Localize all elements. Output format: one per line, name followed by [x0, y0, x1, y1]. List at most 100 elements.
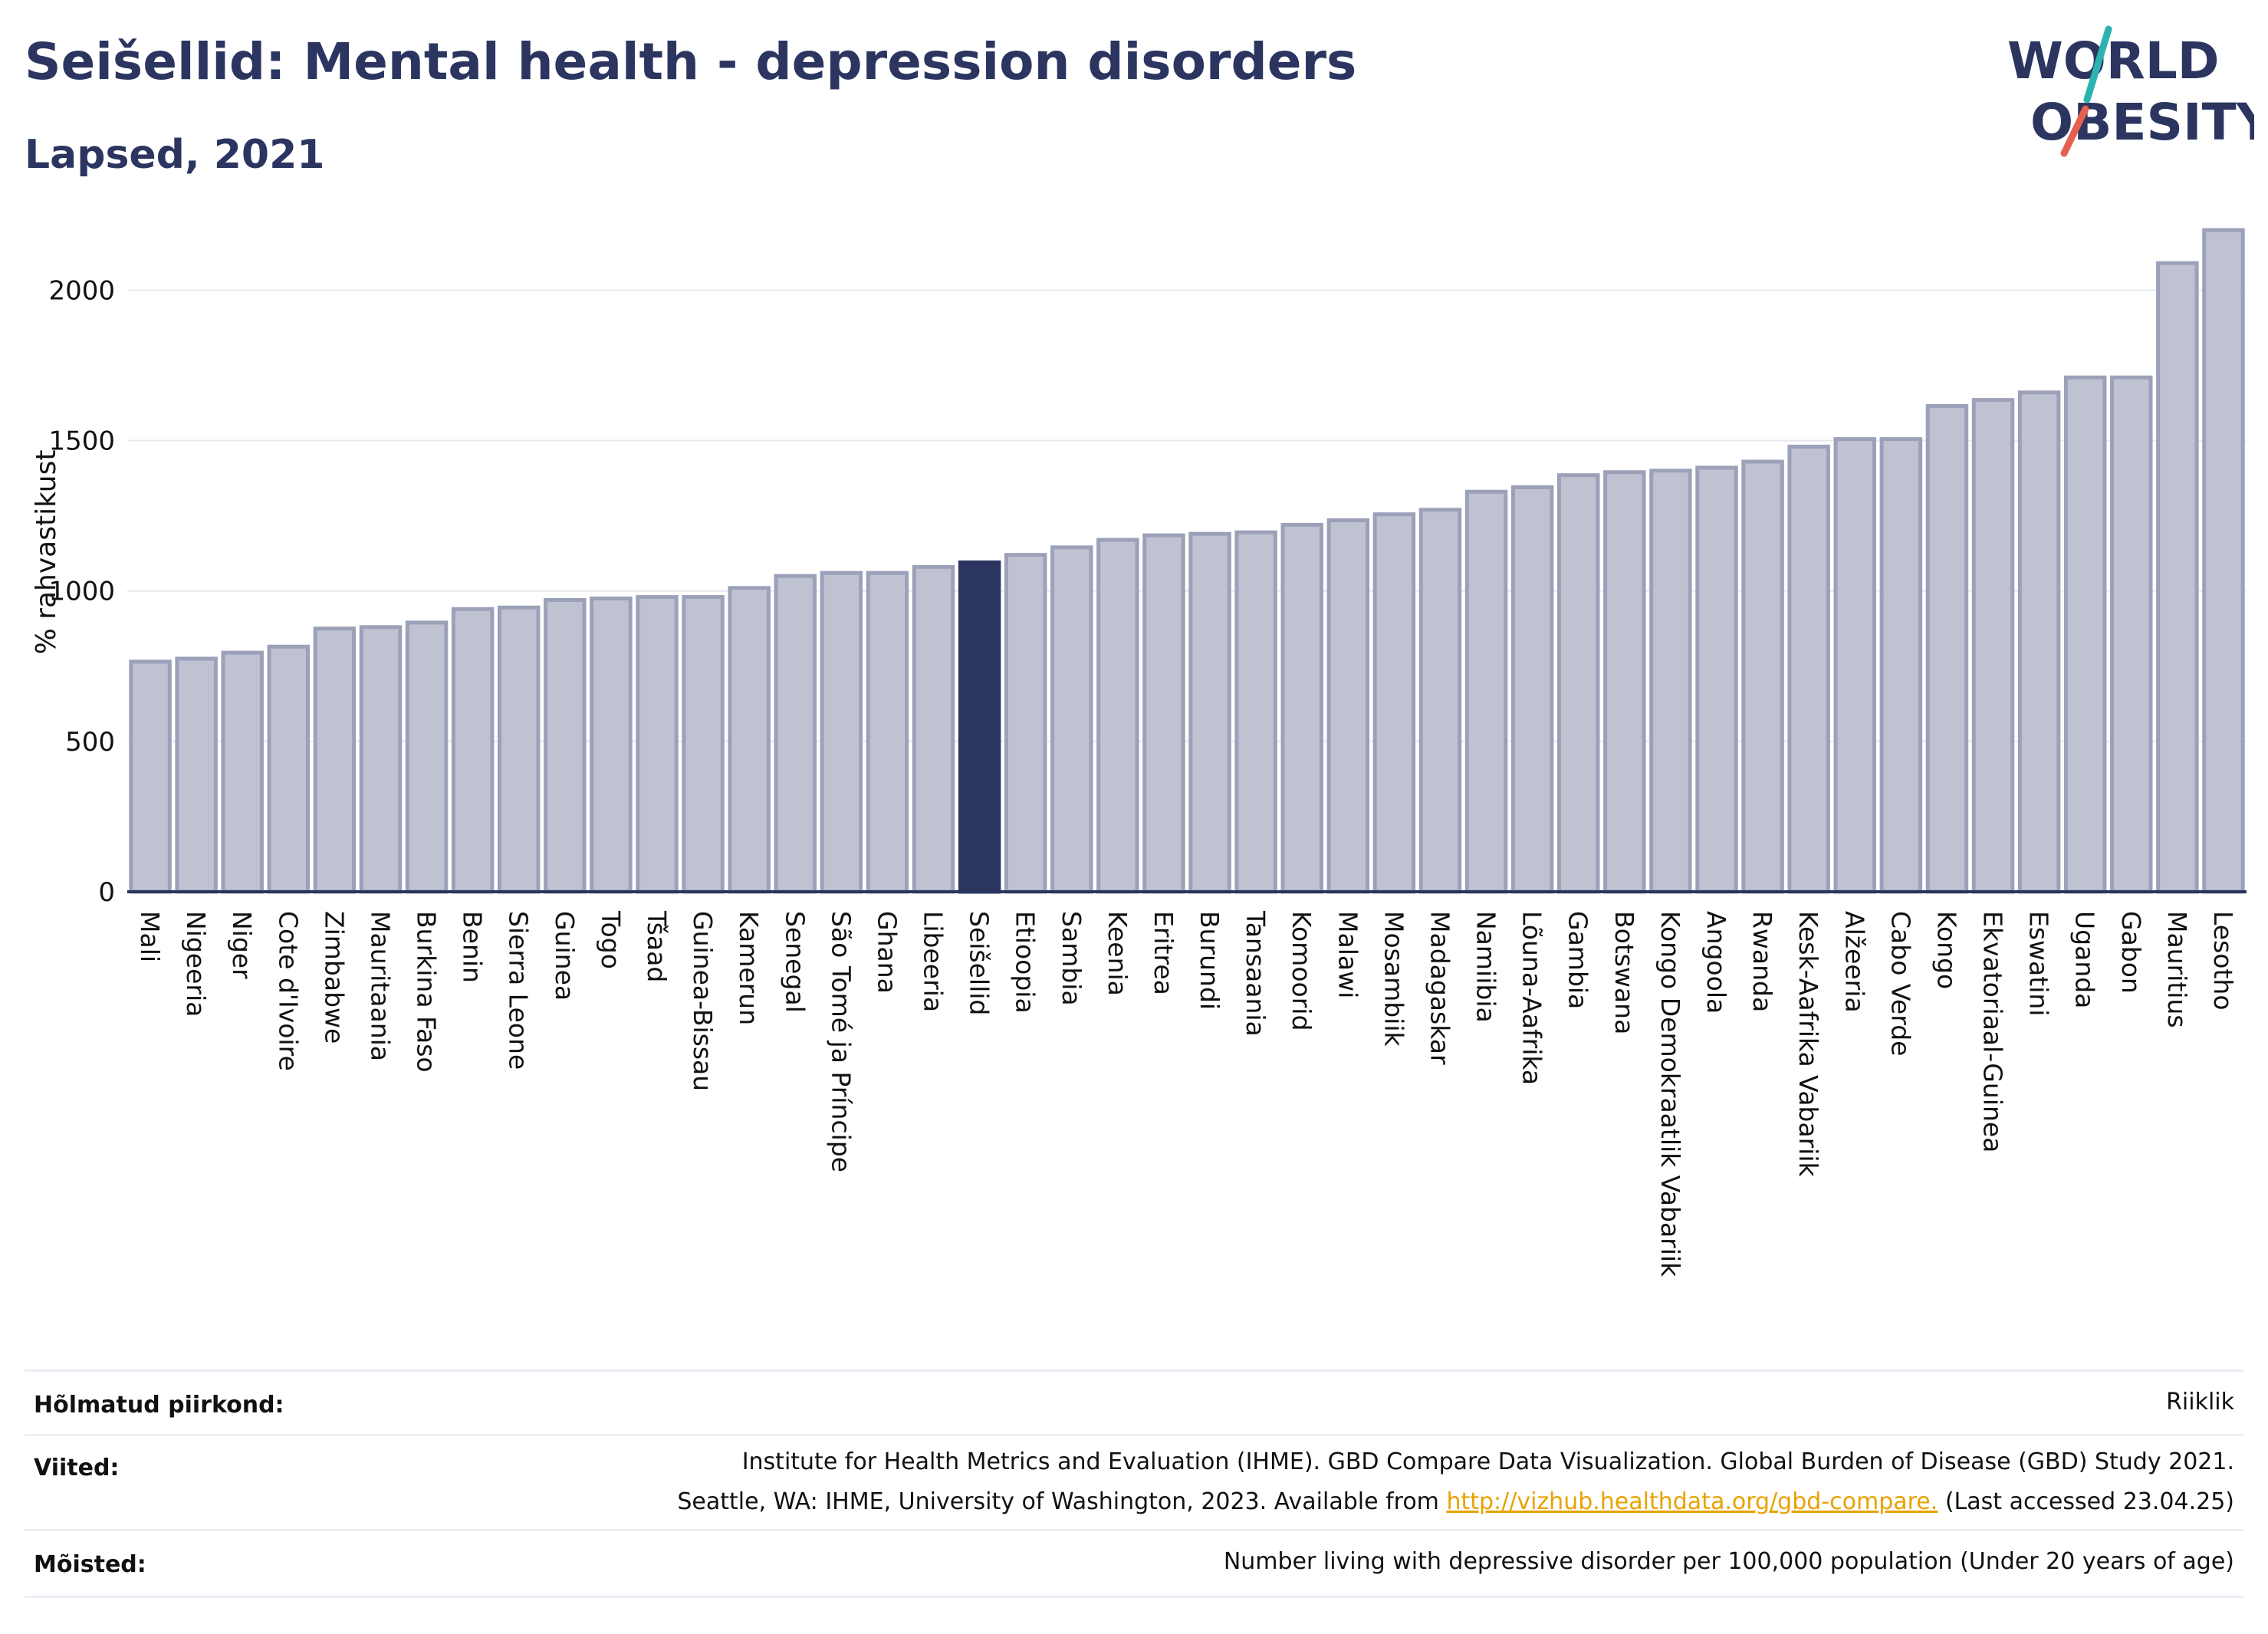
world-obesity-logo: WORLD OBESITY [2007, 25, 2254, 157]
bar-42 [2063, 375, 2107, 894]
bar-37 [1833, 437, 1876, 894]
x-tick-label: Tšaad [642, 910, 672, 982]
bar-21 [1096, 538, 1139, 894]
bar-36 [1787, 444, 1830, 894]
refs-line2: Seattle, WA: IHME, University of Washing… [677, 1482, 2234, 1522]
x-tick-label: Guinea-Bissau [688, 911, 718, 1091]
refs-line1: Institute for Health Metrics and Evaluat… [741, 1448, 2234, 1475]
x-tick-label: Kongo Demokraatlik Vabariik [1655, 911, 1685, 1277]
x-tick-label: Kongo [1931, 911, 1961, 989]
bar-chart: 0 500 1000 1500 2000 Mali Nigeeria Niger Cote d… [31, 228, 2247, 1277]
footer-row-refs: Viited: Institute for Health Metrics and… [25, 1434, 2243, 1531]
y-tick-labels: 0 500 1000 1500 2000 [48, 275, 115, 908]
y-axis-label: % rahvastikust [31, 450, 62, 655]
x-tick-label: Togo [596, 910, 626, 969]
bar-5 [359, 625, 403, 894]
x-tick-label: Uganda [2070, 911, 2100, 1008]
x-tick-label: Lõuna-Aafrika [1517, 911, 1547, 1085]
bar-24 [1234, 530, 1277, 894]
logo-line1: WORLD [2007, 31, 2220, 90]
x-tick-label: Benin [458, 911, 488, 983]
bar-2 [221, 650, 264, 894]
x-tick-label: Angoola [1701, 911, 1731, 1014]
footer-row-defs: Mõisted: Number living with depressive d… [25, 1529, 2243, 1598]
bar-7 [451, 607, 495, 894]
x-tick-labels: Mali Nigeeria Niger Cote d'Ivoire Zimbabwe Ma… [135, 910, 2238, 1277]
bar-28 [1418, 508, 1462, 894]
y-tick-label: 1500 [48, 426, 115, 457]
x-tick-label: Cabo Verde [1885, 911, 1915, 1056]
defs-label: Mõisted: [34, 1551, 146, 1578]
y-tick-label: 2000 [48, 275, 115, 306]
x-tick-label: Nigeeria [181, 911, 211, 1017]
x-tick-label: São Tomé ja Príncipe [826, 911, 856, 1172]
x-tick-label: Etioopia [1011, 911, 1040, 1014]
bar-29 [1464, 489, 1508, 894]
refs-label: Viited: [34, 1455, 120, 1481]
x-tick-label: Mali [135, 911, 165, 962]
refs-line2-pre: Seattle, WA: IHME, University of Washing… [677, 1488, 1447, 1515]
x-tick-label: Cote d'Ivoire [273, 911, 303, 1071]
refs-link[interactable]: http://vizhub.healthdata.org/gbd-compare… [1446, 1488, 1938, 1515]
x-tick-label: Mauritius [2162, 911, 2192, 1028]
bar-32 [1603, 470, 1646, 894]
x-tick-label: Gabon [2116, 911, 2146, 994]
footer-row-region: Hõlmatud piirkond: Riiklik [25, 1369, 2243, 1436]
x-tick-label: Madagaskar [1425, 911, 1454, 1065]
y-tick-label: 0 [98, 877, 115, 908]
bar-18 [958, 560, 1001, 894]
x-tick-label: Ekvatoriaal-Guinea [1978, 911, 2008, 1152]
bar-0 [129, 659, 172, 894]
bar-44 [2156, 261, 2199, 894]
x-tick-label: Alžeeria [1839, 911, 1869, 1013]
bar-33 [1649, 469, 1692, 894]
bar-15 [820, 570, 863, 894]
x-tick-label: Eritrea [1149, 911, 1178, 995]
region-label: Hõlmatud piirkond: [34, 1392, 284, 1419]
bar-27 [1372, 512, 1416, 894]
bar-19 [1004, 553, 1047, 894]
x-tick-label: Ghana [872, 911, 902, 994]
refs-line2-post: (Last accessed 23.04.25) [1938, 1488, 2234, 1515]
x-tick-label: Guinea [550, 911, 580, 1001]
x-tick-label: Rwanda [1747, 911, 1777, 1012]
bar-9 [544, 597, 587, 894]
bar-6 [405, 620, 449, 894]
region-value: Riiklik [2166, 1389, 2234, 1415]
x-tick-label: Senegal [780, 911, 810, 1013]
bar-23 [1188, 531, 1231, 894]
bar-10 [590, 597, 633, 894]
defs-value: Number living with depressive disorder p… [1223, 1548, 2234, 1575]
x-tick-label: Mosambiik [1379, 911, 1408, 1047]
y-tick-label: 1000 [48, 577, 115, 607]
bar-45 [2202, 228, 2245, 894]
bar-16 [866, 570, 909, 894]
bar-41 [2017, 390, 2061, 894]
bar-43 [2110, 375, 2153, 894]
x-tick-label: Eswatini [2024, 911, 2054, 1016]
x-tick-label: Sambia [1057, 911, 1086, 1006]
x-tick-label: Zimbabwe [319, 911, 349, 1044]
x-tick-label: Keenia [1103, 911, 1132, 996]
bar-1 [175, 656, 218, 894]
x-tick-label: Lesotho [2208, 911, 2238, 1011]
bar-20 [1050, 545, 1093, 894]
bar-13 [728, 586, 771, 894]
page-title: Seišellid: Mental health - depression di… [25, 32, 1357, 91]
bar-3 [267, 644, 311, 894]
bar-11 [636, 595, 679, 894]
x-tick-label: Sierra Leone [504, 911, 534, 1070]
x-tick-label: Tansaania [1241, 910, 1270, 1037]
x-tick-label: Burundi [1195, 911, 1224, 1010]
x-tick-label: Kamerun [734, 911, 764, 1025]
bar-38 [1879, 437, 1923, 894]
x-tick-label: Gambia [1563, 911, 1593, 1009]
bar-30 [1510, 485, 1554, 894]
x-tick-label: Seišellid [965, 911, 994, 1015]
bar-17 [912, 564, 955, 894]
x-tick-label: Niger [227, 911, 257, 979]
bar-26 [1326, 518, 1370, 894]
bar-31 [1557, 473, 1600, 894]
bar-39 [1925, 403, 1969, 894]
page-subtitle: Lapsed, 2021 [25, 132, 325, 178]
